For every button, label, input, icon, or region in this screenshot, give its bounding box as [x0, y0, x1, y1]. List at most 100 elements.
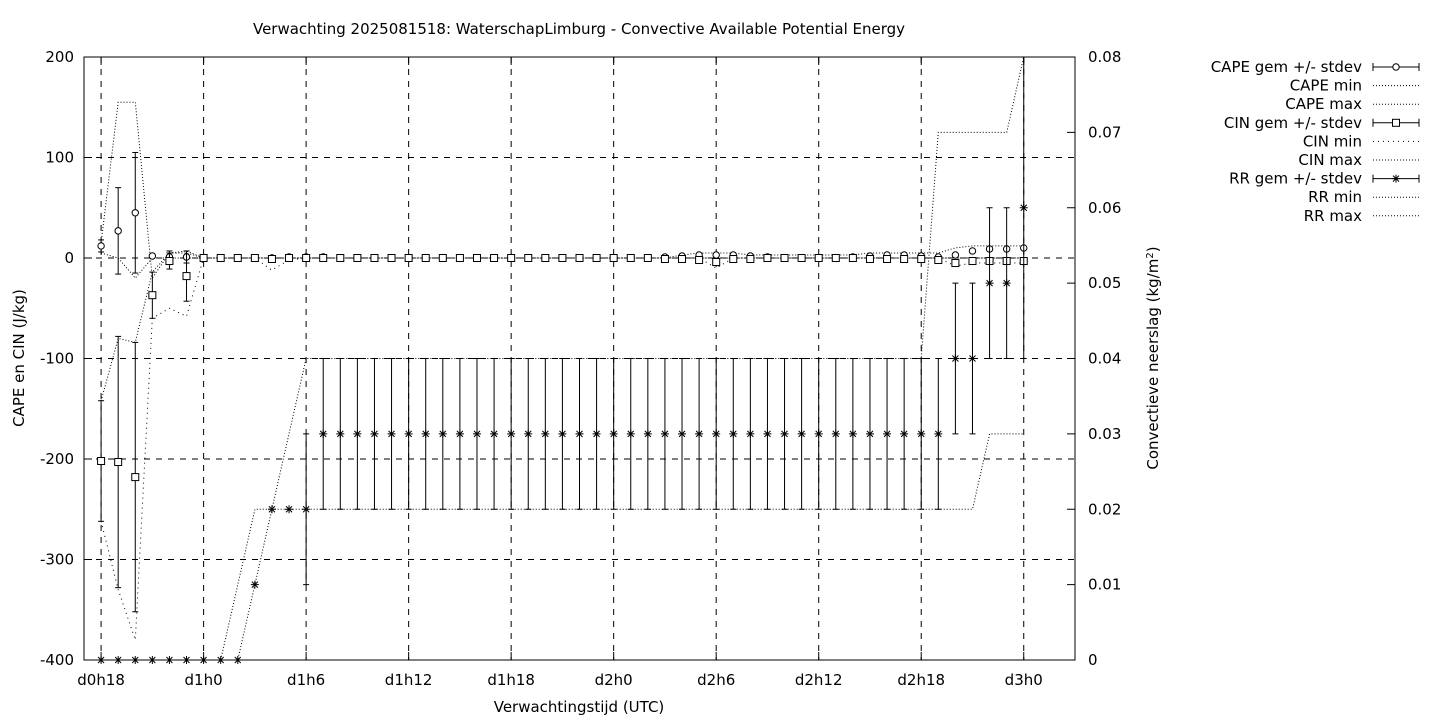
data-point: [797, 429, 806, 438]
data-point: [951, 354, 960, 363]
y-axis-label: CAPE en CIN (J/kg): [10, 289, 28, 427]
data-point: [626, 254, 635, 262]
x-tick-label: d2h18: [897, 671, 945, 689]
y-tick-label: 200: [45, 48, 74, 66]
data-point: [831, 429, 840, 438]
data-point: [114, 227, 122, 235]
legend-label: CAPE max: [1285, 95, 1362, 113]
x-axis-label: Verwachtingstijd (UTC): [494, 698, 665, 716]
data-point: [199, 254, 208, 262]
data-point: [729, 429, 738, 438]
data-point: [575, 429, 584, 438]
y2-tick-label: 0.08: [1088, 48, 1121, 66]
data-point: [695, 429, 704, 438]
data-point: [490, 254, 499, 262]
legend-label: RR min: [1308, 188, 1362, 206]
data-point: [865, 255, 874, 264]
data-point: [797, 254, 806, 262]
data-point: [97, 242, 105, 250]
data-point: [763, 254, 772, 262]
data-point: [883, 255, 892, 264]
series-line: [101, 433, 1024, 661]
data-point: [917, 255, 926, 264]
data-point: [541, 429, 550, 438]
data-point: [985, 279, 994, 288]
y2-axis-label-main: Convectieve neerslag (kg/m: [1144, 259, 1162, 470]
data-point: [353, 254, 362, 262]
data-point: [678, 429, 687, 438]
legend-sample-marker: [1392, 174, 1400, 183]
data-point: [336, 429, 345, 438]
y2-tick-label: 0.05: [1088, 274, 1121, 292]
data-point: [968, 257, 977, 266]
y2-axis-label-end: ): [1144, 246, 1162, 252]
data-point: [336, 254, 345, 262]
data-point: [472, 429, 481, 438]
legend-label: CIN gem +/- stdev: [1224, 114, 1362, 132]
data-point: [865, 429, 874, 438]
data-point: [729, 255, 738, 264]
data-point: [643, 429, 652, 438]
data-point: [712, 258, 721, 267]
legend-label: CIN max: [1298, 151, 1362, 169]
data-point: [643, 254, 652, 262]
y-tick-label: -100: [40, 350, 74, 368]
data-point: [951, 259, 960, 268]
data-point: [267, 255, 276, 264]
data-point: [609, 429, 618, 438]
data-point: [814, 429, 823, 438]
data-point: [302, 254, 311, 262]
data-point: [746, 255, 755, 264]
data-point: [695, 256, 704, 265]
data-point: [968, 354, 977, 363]
data-point: [592, 254, 601, 262]
data-point: [763, 429, 772, 438]
y-tick-label: -400: [40, 651, 74, 669]
y2-tick-label: 0: [1088, 651, 1098, 669]
y-tick-label: 0: [64, 249, 74, 267]
data-point: [1002, 279, 1011, 288]
data-point: [558, 254, 567, 262]
data-point: [968, 247, 977, 255]
x-tick-label: d1h6: [287, 671, 325, 689]
data-point: [780, 429, 789, 438]
data-point: [216, 254, 225, 262]
data-point: [438, 429, 447, 438]
y-tick-label: -200: [40, 450, 74, 468]
legend-label: CIN min: [1303, 132, 1362, 150]
data-point: [541, 254, 550, 262]
data-point: [387, 429, 396, 438]
data-point: [848, 429, 857, 438]
data-point: [370, 254, 379, 262]
x-tick-label: d2h12: [795, 671, 843, 689]
series-marks: [97, 56, 1028, 664]
data-point: [490, 429, 499, 438]
chart-title: Verwachting 2025081518: WaterschapLimbur…: [253, 20, 905, 38]
y2-tick-label: 0.06: [1088, 199, 1121, 217]
data-point: [285, 254, 294, 262]
data-point: [900, 429, 909, 438]
data-point: [285, 505, 294, 514]
legend-label: RR gem +/- stdev: [1229, 170, 1362, 188]
data-point: [387, 254, 396, 262]
y2-axis-label: Convectieve neerslag (kg/m2): [1144, 246, 1162, 469]
data-point: [455, 254, 464, 262]
data-point: [250, 580, 259, 589]
data-point: [97, 457, 106, 466]
data-point: [114, 458, 123, 467]
data-point: [319, 429, 328, 438]
data-point: [302, 505, 311, 514]
data-point: [558, 429, 567, 438]
y-tick-label: -300: [40, 551, 74, 569]
data-point: [131, 473, 140, 482]
data-point: [370, 429, 379, 438]
y2-tick-label: 0.03: [1088, 425, 1121, 443]
x-tick-label: d1h18: [487, 671, 535, 689]
data-point: [660, 255, 669, 264]
data-point: [524, 254, 533, 262]
legend-label: CAPE min: [1290, 77, 1362, 95]
data-point: [592, 429, 601, 438]
data-point: [883, 429, 892, 438]
data-point: [780, 254, 789, 262]
